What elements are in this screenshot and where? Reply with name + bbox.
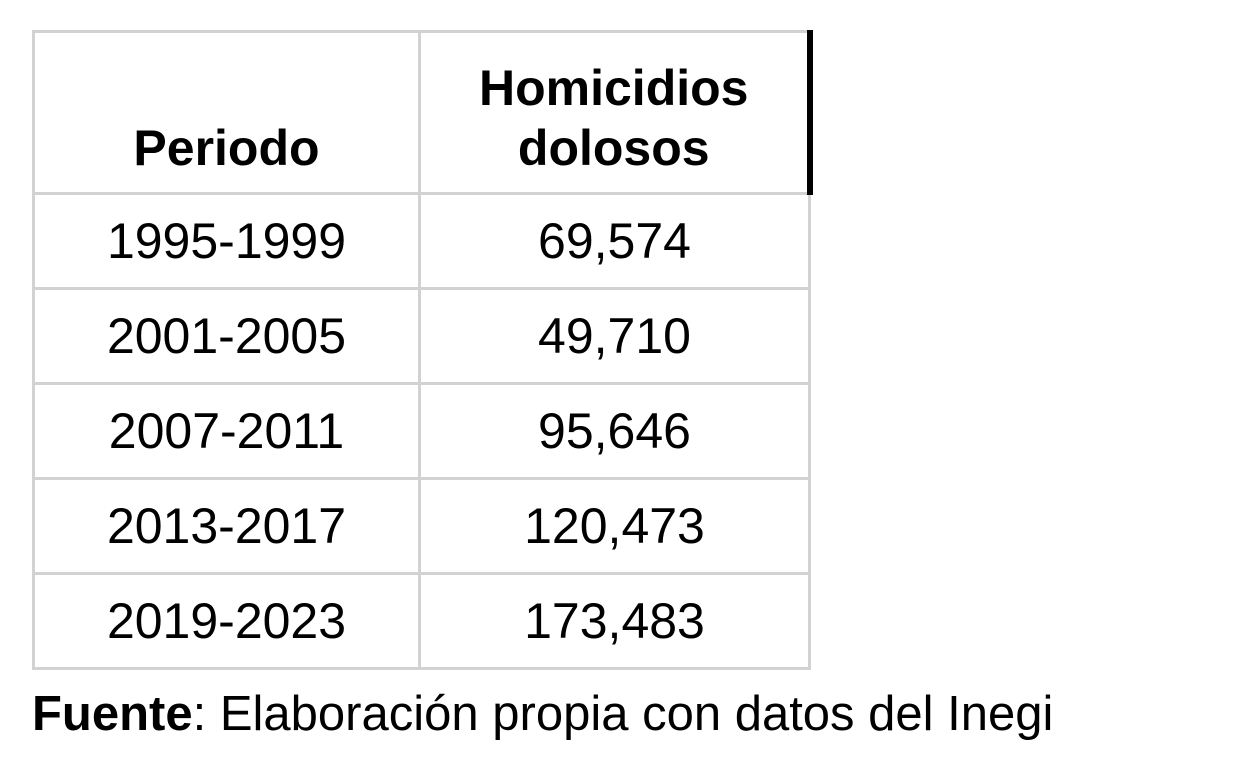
period-cell: 2019-2023 <box>32 572 421 670</box>
table-row: 2019-2023 173,483 <box>32 572 811 670</box>
period-cell: 1995-1999 <box>32 192 421 290</box>
value-cell: 95,646 <box>418 382 811 480</box>
period-cell: 2007-2011 <box>32 382 421 480</box>
value-cell: 120,473 <box>418 477 811 575</box>
value-cell: 69,574 <box>418 192 811 290</box>
column-header-periodo: Periodo <box>32 30 421 195</box>
table-header-row: Periodo Homicidios dolosos <box>32 30 813 195</box>
column-header-homicidios-dolosos: Homicidios dolosos <box>418 30 813 195</box>
period-cell: 2001-2005 <box>32 287 421 385</box>
table-row: 1995-1999 69,574 <box>32 192 811 290</box>
source-note: Fuente: Elaboración propia con datos del… <box>32 686 1258 742</box>
table-row: 2013-2017 120,473 <box>32 477 811 575</box>
source-label: Fuente <box>32 687 193 741</box>
value-cell: 173,483 <box>418 572 811 670</box>
page: Periodo Homicidios dolosos 1995-1999 69,… <box>32 30 1258 742</box>
table-row: 2001-2005 49,710 <box>32 287 811 385</box>
table-row: 2007-2011 95,646 <box>32 382 811 480</box>
source-text: : Elaboración propia con datos del Inegi <box>192 687 1054 741</box>
homicides-table: Periodo Homicidios dolosos 1995-1999 69,… <box>32 30 813 670</box>
period-cell: 2013-2017 <box>32 477 421 575</box>
value-cell: 49,710 <box>418 287 811 385</box>
